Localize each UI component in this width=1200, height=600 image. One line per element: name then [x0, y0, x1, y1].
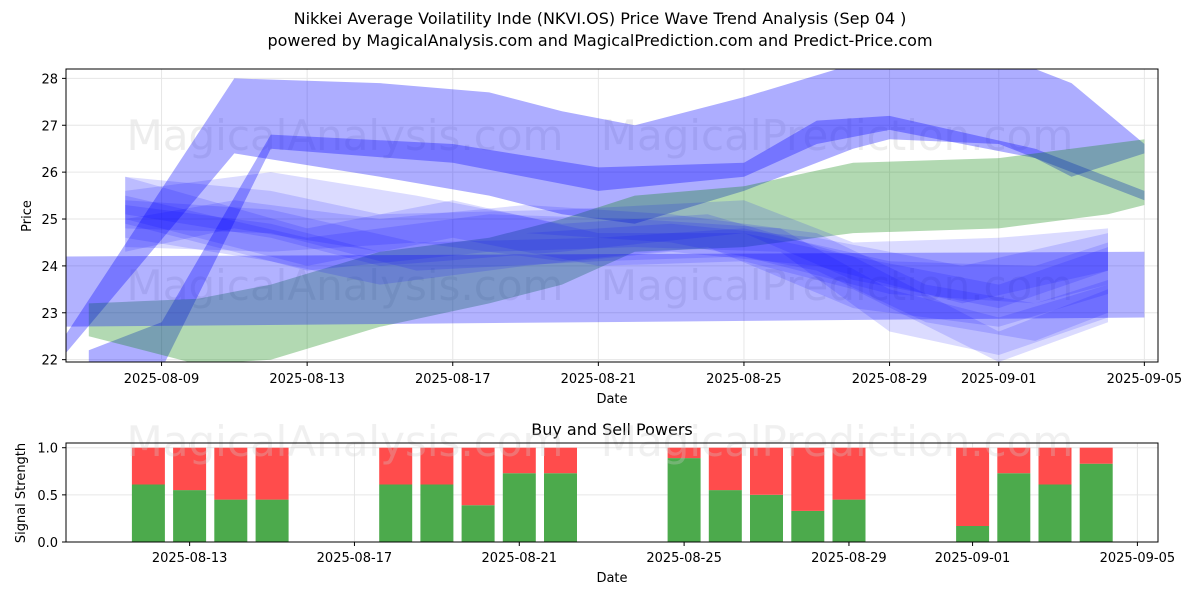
sell-bar: [461, 447, 495, 506]
price-band-6: [125, 172, 1108, 327]
sell-bar: [667, 447, 701, 459]
price-y-label: Price: [20, 200, 35, 232]
price-x-tick-label: 2025-08-29: [852, 372, 928, 387]
price-band-3: [88, 139, 1145, 362]
buy-bar: [502, 473, 536, 542]
price-band-8: [125, 200, 1108, 304]
sell-bar: [997, 447, 1031, 474]
watermarks-bottom: MagicalAnalysis.com MagicalPrediction.com: [127, 417, 1074, 466]
watermark-text: MagicalAnalysis.com: [127, 111, 564, 160]
price-y-tick-label: 26: [41, 166, 58, 181]
sell-bar: [255, 447, 289, 500]
powers-x-tick-label: 2025-08-25: [646, 551, 722, 566]
chart-subtitle: powered by MagicalAnalysis.com and Magic…: [267, 31, 933, 50]
price-band-11: [125, 205, 1108, 304]
watermark-text: MagicalAnalysis.com: [127, 417, 564, 466]
price-x-tick-label: 2025-08-13: [269, 372, 345, 387]
buy-bar: [1038, 484, 1072, 542]
price-x-tick-label: 2025-08-17: [415, 372, 491, 387]
price-x-tick-label: 2025-09-01: [961, 372, 1037, 387]
price-band-4: [66, 251, 1145, 327]
powers-bars: [131, 447, 1113, 542]
sell-bar: [420, 447, 454, 485]
buy-bar: [544, 473, 577, 542]
price-bands: [66, 69, 1145, 362]
sell-bar: [502, 447, 536, 474]
sell-bar: [750, 447, 783, 495]
powers-x-tick-label: 2025-08-17: [317, 551, 393, 566]
buy-bar: [173, 490, 207, 542]
buy-bar: [420, 484, 454, 542]
price-plot-frame: [65, 68, 1159, 363]
watermark-text: MagicalPrediction.com: [601, 111, 1074, 160]
buy-bar: [956, 526, 990, 542]
powers-x-label: Date: [596, 571, 627, 586]
buy-bar: [997, 473, 1031, 542]
powers-x-tick-label: 2025-09-01: [935, 551, 1011, 566]
watermark-text: MagicalAnalysis.com: [127, 261, 564, 310]
price-band-5: [125, 176, 1108, 309]
price-band-7: [125, 195, 1108, 355]
price-band-9: [125, 200, 1108, 341]
buy-bar: [667, 458, 701, 542]
buy-bar: [1079, 463, 1113, 542]
sell-bar: [379, 447, 413, 485]
sell-bar: [832, 447, 866, 500]
buy-bar: [832, 499, 866, 542]
powers-axes: 2025-08-13 2025-08-17 2025-08-21 2025-08-25…: [37, 442, 1175, 566]
powers-x-tick-label: 2025-08-13: [152, 551, 228, 566]
sell-bar: [1079, 447, 1113, 464]
buy-bar: [131, 484, 165, 542]
price-gridlines: [66, 69, 1158, 362]
sell-bar: [131, 447, 165, 485]
powers-y-tick-label: 0.0: [37, 536, 58, 551]
price-axes: 2025-08-09 2025-08-13 2025-08-17 2025-08-21…: [41, 72, 1182, 387]
sell-bar: [1038, 447, 1072, 485]
sell-bar: [544, 447, 577, 474]
price-x-tick-label: 2025-08-21: [561, 372, 637, 387]
powers-x-tick-label: 2025-09-05: [1100, 551, 1176, 566]
sell-bar: [214, 447, 248, 500]
powers-plot-frame: [65, 442, 1159, 543]
powers-y-tick-label: 0.5: [37, 489, 58, 504]
price-x-tick-label: 2025-08-09: [124, 372, 200, 387]
powers-x-tick-label: 2025-08-21: [482, 551, 558, 566]
sell-bar: [173, 447, 207, 491]
price-y-tick-label: 24: [41, 260, 58, 275]
price-y-tick-label: 28: [41, 72, 58, 87]
powers-x-tick-label: 2025-08-29: [811, 551, 887, 566]
buy-bar: [379, 484, 413, 542]
sell-bar: [708, 447, 742, 491]
price-band-1: [66, 69, 1145, 353]
buy-bar: [255, 499, 289, 542]
price-x-tick-label: 2025-08-25: [706, 372, 782, 387]
buy-bar: [461, 505, 495, 542]
price-y-tick-label: 23: [41, 307, 58, 322]
sell-bar: [956, 447, 990, 526]
buy-bar: [214, 499, 248, 542]
chart-title: Nikkei Average Voilatility Inde (NKVI.OS…: [293, 9, 907, 28]
sell-bar: [791, 447, 825, 511]
buy-bar: [750, 494, 783, 542]
powers-y-label: Signal Strength: [14, 443, 29, 543]
price-x-tick-label: 2025-09-05: [1107, 372, 1183, 387]
price-y-tick-label: 22: [41, 354, 58, 369]
powers-y-tick-label: 1.0: [37, 442, 58, 457]
price-x-label: Date: [596, 392, 627, 407]
price-y-tick-label: 27: [41, 119, 58, 134]
powers-title: Buy and Sell Powers: [531, 420, 693, 439]
price-band-10: [125, 176, 1108, 362]
buy-bar: [791, 510, 825, 542]
buy-bar: [708, 490, 742, 542]
watermark-text: MagicalPrediction.com: [601, 261, 1074, 310]
price-y-tick-label: 25: [41, 213, 58, 228]
watermark-text: MagicalPrediction.com: [601, 417, 1074, 466]
watermarks-top: MagicalAnalysis.com MagicalPrediction.com…: [127, 111, 1074, 310]
